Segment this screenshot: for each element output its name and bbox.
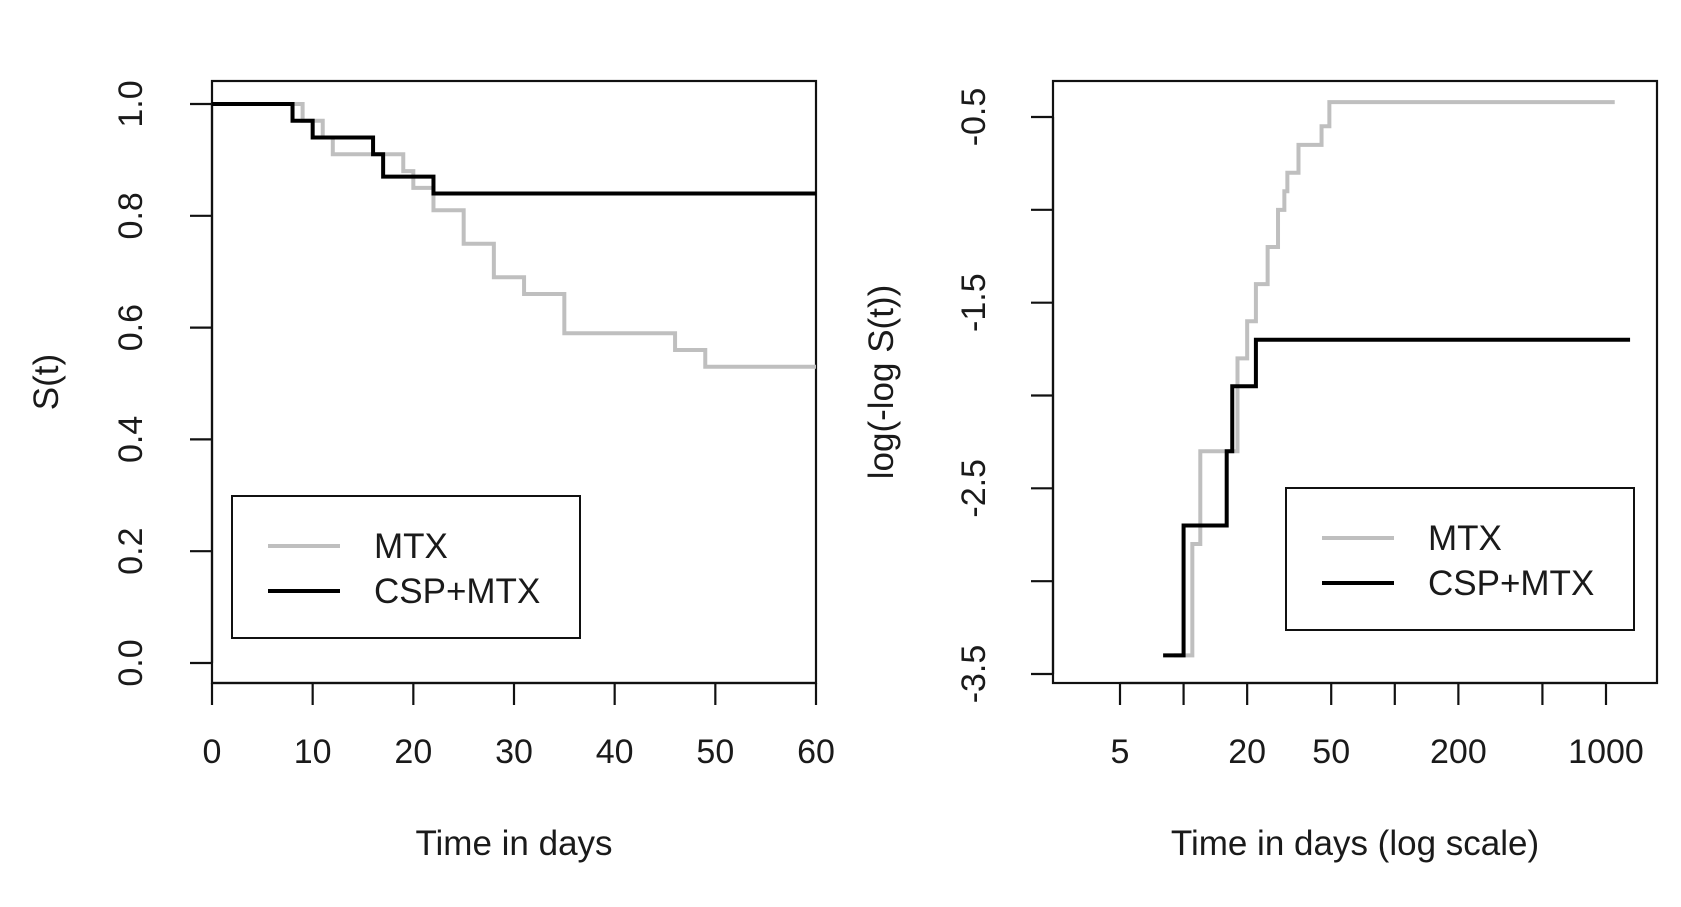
x-tick-label: 1000 (1568, 733, 1644, 771)
y-axis-title: log(-log S(t)) (862, 285, 901, 479)
y-tick-label: -3.5 (955, 645, 993, 704)
x-tick-label: 0 (203, 733, 222, 771)
series-line-mtx (212, 102, 816, 369)
x-tick-label: 50 (696, 733, 734, 771)
x-tick-label: 10 (294, 733, 332, 771)
legend-box (231, 495, 581, 639)
y-tick-label: 0.6 (112, 304, 150, 351)
x-tick-label: 5 (1111, 733, 1130, 771)
legend-label: MTX (374, 527, 448, 566)
x-axis-title: Time in days (415, 824, 612, 863)
y-tick-label: -0.5 (955, 88, 993, 147)
legend-label: MTX (1428, 519, 1502, 558)
survival-curve-chart: 0 10 20 30 40 50 60 0.0 0.2 0.4 0.6 0.8 1.0 Time in d… (27, 79, 835, 863)
x-tick-label: 20 (1228, 733, 1266, 771)
x-tick-label: 200 (1430, 733, 1487, 771)
x-tick-label: 20 (394, 733, 432, 771)
x-tick-label: 30 (495, 733, 533, 771)
x-tick-label: 50 (1312, 733, 1350, 771)
y-tick-label: 0.4 (112, 416, 150, 463)
legend: MTX CSP+MTX (231, 495, 581, 639)
legend: MTX CSP+MTX (1285, 487, 1635, 631)
x-tick-label: 40 (596, 733, 634, 771)
y-tick-label: -2.5 (955, 459, 993, 518)
legend-label: CSP+MTX (374, 572, 540, 611)
log-log-survival-chart: 5 20 50 200 1000 -3.5 -2.5 -1.5 -0.5 Time in days… (862, 79, 1659, 863)
y-tick-label: 0.2 (112, 528, 150, 575)
legend-label: CSP+MTX (1428, 564, 1594, 603)
y-tick-label: 0.0 (112, 639, 150, 686)
y-tick-label: 1.0 (112, 80, 150, 127)
y-tick-label: 0.8 (112, 192, 150, 239)
y-tick-label: -1.5 (955, 273, 993, 332)
series-line-csp-mtx (212, 102, 816, 196)
y-axis-title: S(t) (27, 354, 66, 410)
series-line-csp-mtx (1163, 337, 1631, 658)
x-axis-title: Time in days (log scale) (1171, 824, 1539, 863)
legend-box (1285, 487, 1635, 631)
x-tick-label: 60 (797, 733, 835, 771)
series-line-mtx (1173, 100, 1615, 658)
